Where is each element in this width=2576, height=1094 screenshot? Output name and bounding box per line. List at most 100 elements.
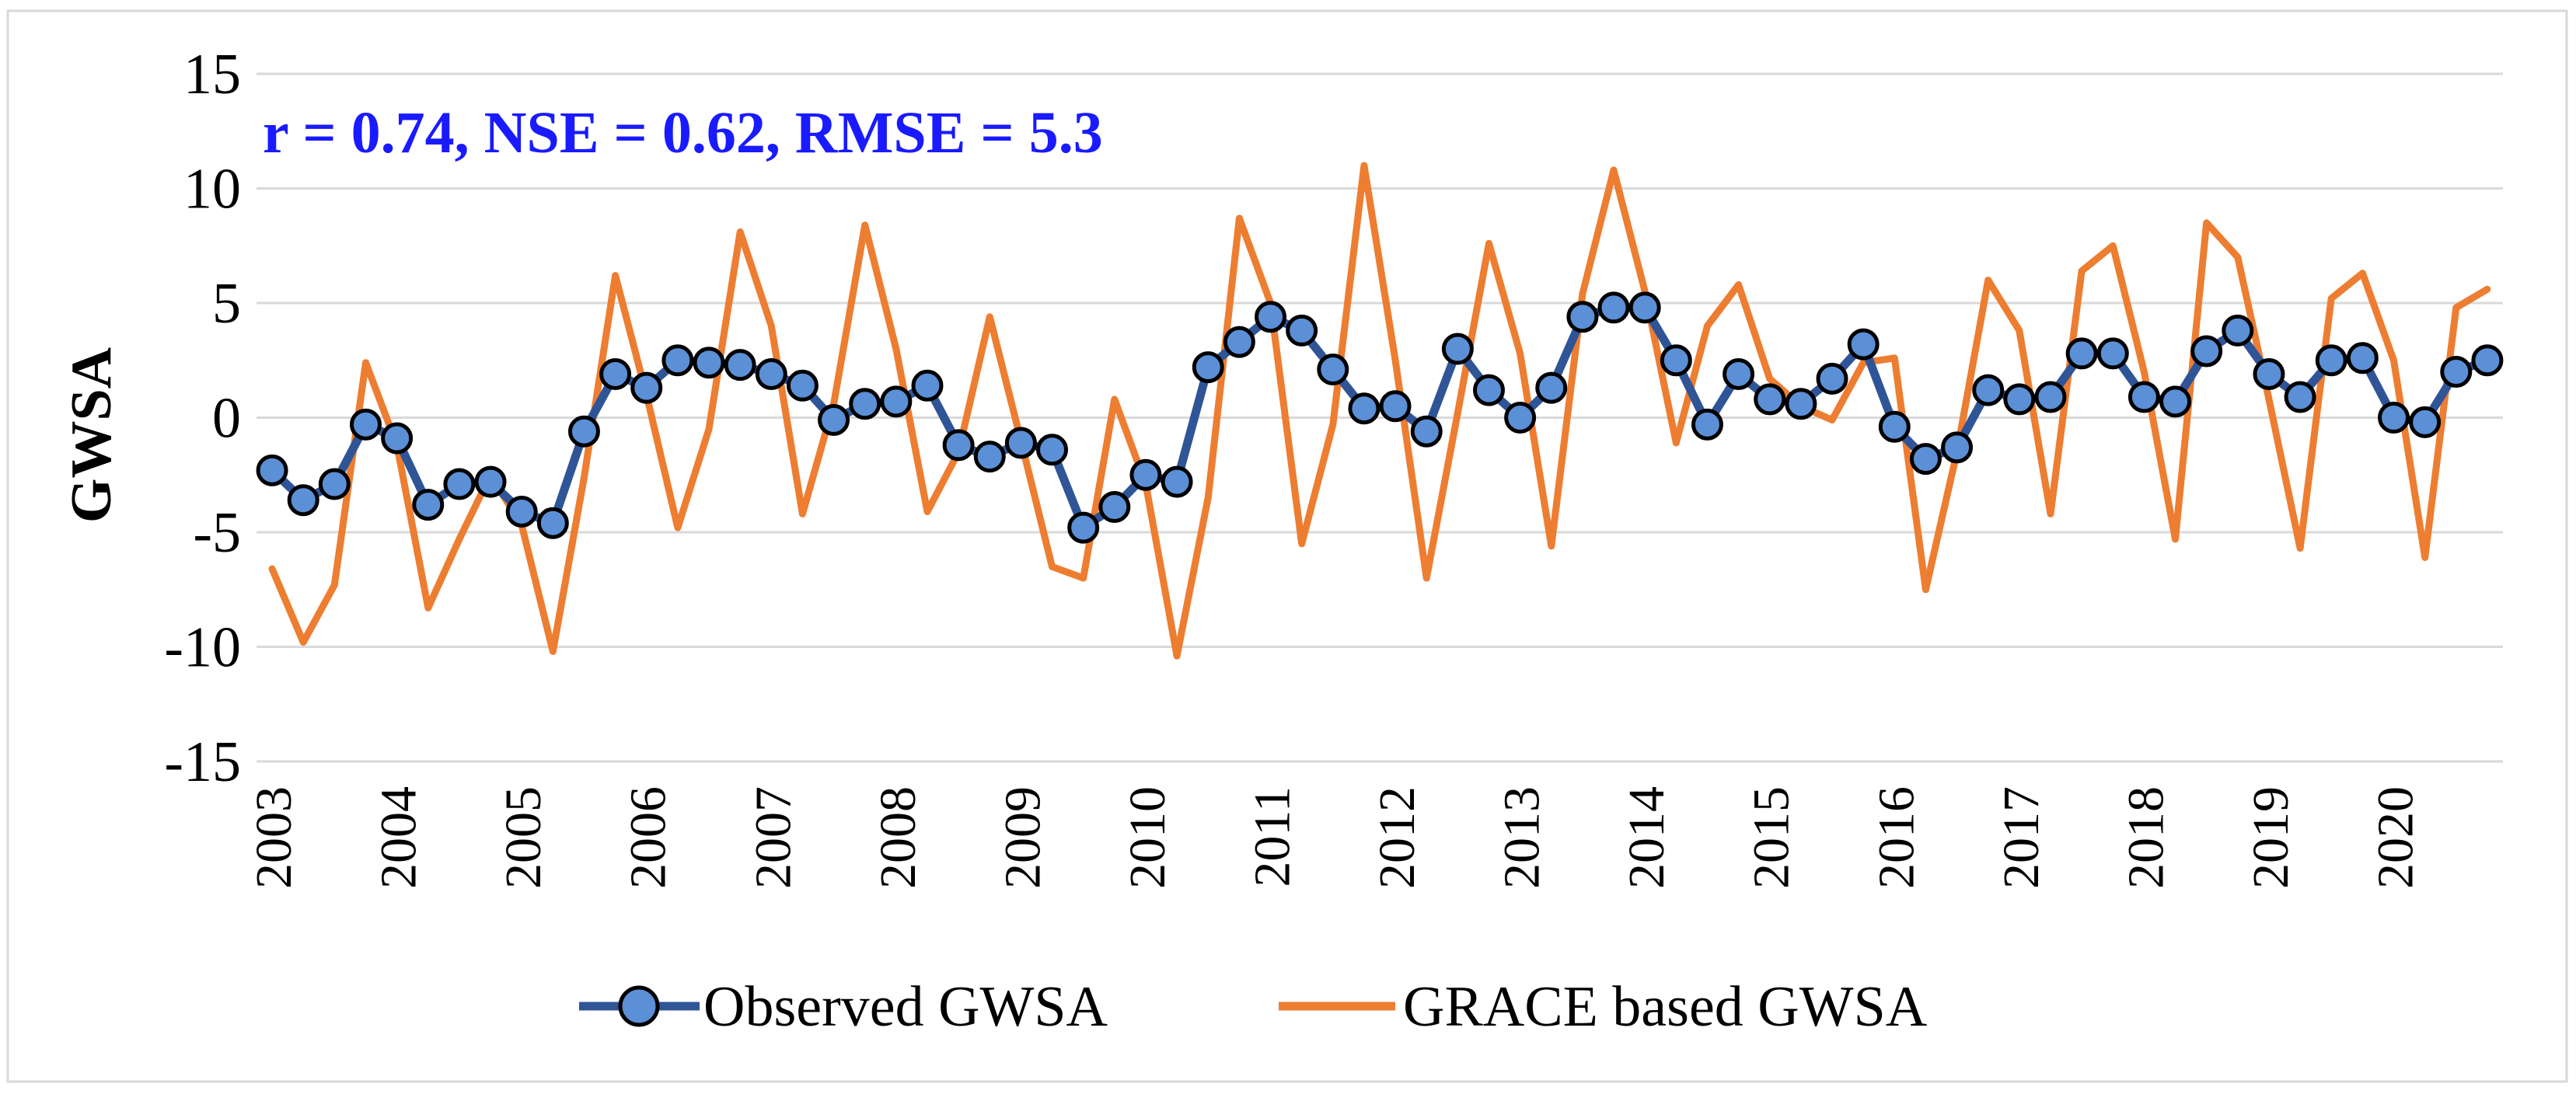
y-tick-label: 5: [212, 272, 241, 336]
observed-point: [2378, 402, 2410, 434]
observed-point: [2003, 383, 2036, 416]
observed-point: [2440, 356, 2473, 388]
observed-point: [1660, 344, 1692, 377]
observed-point: [599, 357, 632, 390]
observed-point: [1566, 301, 1599, 333]
observed-point: [661, 344, 694, 377]
observed-point: [349, 408, 382, 441]
x-tick-label: 2011: [1244, 786, 1301, 887]
gridlines: [257, 72, 2503, 763]
x-tick-label: 2010: [1119, 786, 1176, 889]
observed-point: [1504, 402, 1537, 434]
observed-point: [2159, 385, 2192, 418]
observed-point: [412, 489, 445, 521]
observed-point: [287, 484, 319, 517]
observed-point: [1878, 410, 1911, 443]
observed-point: [1441, 333, 1474, 365]
observed-point: [1472, 374, 1505, 406]
observed-point: [2065, 337, 2098, 370]
y-axis-ticks: 15 10 5 0 -5 -10 -15: [164, 43, 241, 794]
legend-grace-label: GRACE based GWSA: [1403, 975, 1927, 1039]
y-tick-label: 15: [183, 43, 241, 106]
observed-point: [1597, 291, 1630, 324]
x-tick-label: 2017: [1993, 786, 2050, 889]
stats-annotation: r = 0.74, NSE = 0.62, RMSE = 5.3: [263, 100, 1103, 165]
observed-point: [1785, 388, 1817, 420]
observed-point: [1223, 326, 1255, 358]
observed-markers: [256, 291, 2504, 544]
x-tick-label: 2008: [870, 786, 927, 889]
legend-item-grace: GRACE based GWSA: [1279, 975, 1927, 1039]
y-tick-label: -5: [193, 501, 241, 565]
observed-point: [2471, 344, 2504, 377]
x-tick-label: 2014: [1618, 786, 1675, 889]
legend-observed-label: Observed GWSA: [703, 975, 1108, 1039]
observed-point: [318, 468, 351, 500]
observed-point: [630, 371, 663, 404]
observed-point: [567, 415, 600, 448]
observed-point: [2409, 406, 2442, 438]
observed-point: [786, 369, 819, 402]
observed-point: [2034, 381, 2067, 413]
observed-point: [849, 388, 881, 420]
x-tick-label: 2015: [1744, 786, 1800, 889]
x-tick-label: 2004: [371, 786, 428, 889]
observed-point: [1192, 351, 1224, 384]
observed-point: [1161, 465, 1193, 498]
observed-point: [2190, 335, 2223, 368]
y-tick-label: 0: [212, 387, 241, 451]
legend: Observed GWSA GRACE based GWSA: [579, 975, 1927, 1039]
x-tick-label: 2005: [495, 786, 552, 889]
observed-point: [1847, 328, 1880, 361]
observed-point: [1379, 390, 1412, 423]
observed-point: [2096, 337, 2129, 370]
observed-point: [911, 369, 944, 402]
x-tick-label: 2020: [2368, 786, 2424, 889]
observed-point: [1754, 383, 1786, 416]
x-tick-label: 2007: [745, 786, 801, 889]
observed-point: [880, 385, 913, 418]
observed-point: [1036, 434, 1069, 466]
observed-point: [2253, 357, 2285, 390]
observed-point: [755, 357, 787, 390]
observed-point: [1723, 357, 1755, 390]
observed-point: [505, 495, 538, 528]
observed-point: [724, 349, 756, 382]
x-tick-label: 2016: [1868, 786, 1925, 889]
observed-point: [2284, 381, 2316, 413]
x-tick-label: 2018: [2117, 786, 2174, 889]
observed-point: [381, 422, 414, 455]
y-tick-label: -15: [164, 730, 241, 794]
x-tick-label: 2003: [246, 786, 302, 889]
y-tick-label: 10: [183, 158, 241, 221]
observed-point: [256, 454, 288, 486]
y-axis-label: GWSA: [60, 347, 124, 523]
observed-point: [1941, 431, 1974, 464]
observed-point: [474, 465, 507, 498]
observed-point: [1348, 392, 1380, 425]
observed-point: [1067, 511, 1100, 544]
legend-observed-marker: [618, 985, 660, 1027]
observed-point: [1691, 408, 1723, 441]
observed-point: [973, 441, 1006, 473]
x-tick-label: 2013: [1494, 786, 1551, 889]
observed-point: [1972, 374, 2005, 406]
observed-point: [1255, 301, 1287, 333]
observed-point: [2346, 342, 2379, 375]
observed-point: [1004, 427, 1037, 459]
observed-point: [443, 468, 476, 500]
observed-point: [1909, 443, 1942, 476]
observed-point: [2315, 344, 2347, 377]
x-axis-ticks: 2003 2004 2005 2006 2007 2008 2009 2010 2011 2012…: [246, 786, 2424, 889]
observed-point: [1410, 415, 1443, 448]
observed-point: [1535, 371, 1568, 404]
observed-point: [818, 403, 850, 436]
observed-point: [2127, 381, 2160, 413]
x-tick-label: 2009: [994, 786, 1051, 889]
chart-border: [6, 9, 2568, 1083]
observed-point: [1816, 362, 1848, 395]
x-tick-label: 2006: [620, 786, 677, 889]
observed-point: [2222, 314, 2254, 347]
